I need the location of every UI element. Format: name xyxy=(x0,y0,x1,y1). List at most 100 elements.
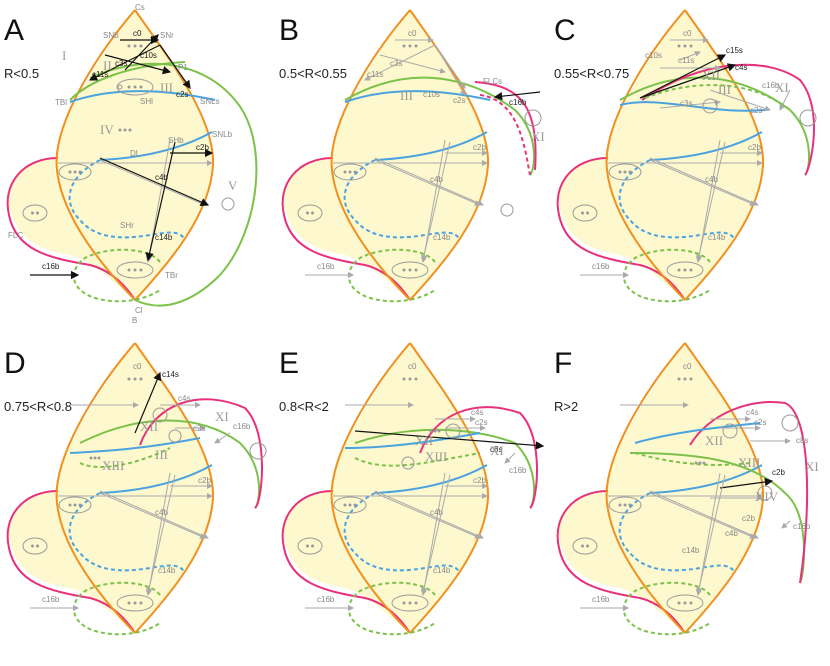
point-label-tbr: TBr xyxy=(165,271,178,280)
fixed-point-dot xyxy=(36,545,39,548)
panel-letter: D xyxy=(4,347,26,380)
fixed-point-dot xyxy=(79,171,82,174)
fixed-point-dot xyxy=(129,129,132,132)
point-label-shb: SHb xyxy=(168,136,184,145)
region-iii: III xyxy=(400,88,413,103)
region-xiii: XIII xyxy=(425,449,447,464)
c16b-label: c16b xyxy=(233,422,251,431)
region-xii: XII xyxy=(702,68,720,83)
c16b-label: c16b xyxy=(317,595,335,604)
c11s-label: c11s xyxy=(367,70,383,79)
point-label-shr: SHr xyxy=(120,221,134,230)
panel-a: A R<0.5 c0 c10s c3s c11s c2s c2b c4b c14b c16b Cs SN… xyxy=(4,3,256,325)
panel-letter: E xyxy=(279,347,299,380)
fixed-point-dot xyxy=(74,504,77,507)
fixed-point-dot xyxy=(140,86,143,89)
fixed-point-dot xyxy=(128,602,131,605)
c16b-arrow xyxy=(505,453,515,463)
fixed-point-dot xyxy=(134,602,137,605)
panel-letter: B xyxy=(279,14,299,47)
fixed-point-dot xyxy=(36,212,39,215)
c2b-label: c2b xyxy=(473,143,486,152)
range-label: 0.55<R<0.75 xyxy=(554,66,629,81)
c15s-label: c15s xyxy=(726,46,743,55)
c4s-label: c4s xyxy=(735,63,747,72)
c14b-label: c14b xyxy=(708,233,726,242)
fixed-point-dot xyxy=(678,602,681,605)
panel-e: E0.8<R<2c0c4sc2sc8sc16bc2bc4bc14bc16bXII… xyxy=(279,343,543,634)
fixed-point-dot xyxy=(79,504,82,507)
fixed-point-dot xyxy=(703,462,706,465)
region-xi: XI xyxy=(775,80,789,95)
fixed-point-dot xyxy=(678,45,681,48)
fill-region xyxy=(284,10,489,300)
panel-letter: C xyxy=(554,14,576,47)
fixed-point-dot xyxy=(140,45,143,48)
range-label: R>2 xyxy=(554,399,578,414)
fixed-point-dot xyxy=(690,378,693,381)
range-label: 0.75<R<0.8 xyxy=(4,399,72,414)
c2b-label: c2b xyxy=(772,468,785,477)
panel-c: C 0.55<R<0.75 c0 c10s c11s c15s c4s c3s c2s c16b c… xyxy=(554,10,816,301)
c14b-label: c14b xyxy=(155,233,173,242)
fixed-point-dot xyxy=(344,171,347,174)
fixed-point-dot xyxy=(415,602,418,605)
region-xiii: XIII xyxy=(738,455,760,470)
region-ii: II xyxy=(103,58,112,73)
point-label-snlb: SNLb xyxy=(212,130,233,139)
region-xi: XI xyxy=(531,129,545,144)
fixed-point-dot xyxy=(134,378,137,381)
cycle-circle xyxy=(250,443,266,459)
fixed-point-dot xyxy=(128,45,131,48)
fill-region xyxy=(284,343,489,633)
panel-d: D 0.75<R<0.8 c0 c14s c4s c2s c16b c2b c4b c14b c16… xyxy=(4,343,266,634)
c16b-label: c16b xyxy=(592,262,610,271)
fixed-point-dot xyxy=(409,602,412,605)
fixed-point-dot xyxy=(349,171,352,174)
point-label-tbl: TBl xyxy=(55,98,67,107)
fixed-point-dot xyxy=(354,171,357,174)
c14b-label: c14b xyxy=(433,233,451,242)
c14b-label: c14b xyxy=(158,566,176,575)
c14b-label: c14b xyxy=(433,566,451,575)
point-label-cs: Cs xyxy=(135,3,145,12)
c4s-label: c4s xyxy=(471,408,483,417)
fixed-point-dot xyxy=(409,269,412,272)
fixed-point-dot xyxy=(409,45,412,48)
fixed-point-dot xyxy=(624,171,627,174)
point-label-b: B xyxy=(132,316,137,325)
c10s-label: c10s xyxy=(140,51,157,60)
panel-letter: A xyxy=(4,14,24,47)
c0-label: c0 xyxy=(683,29,692,38)
c14s-label: c14s xyxy=(162,370,179,379)
point-label-flc: FLC xyxy=(8,231,23,240)
fill-region xyxy=(9,10,214,300)
c16b-arrow xyxy=(215,433,230,443)
fixed-point-dot xyxy=(684,269,687,272)
fixed-point-dot xyxy=(140,269,143,272)
fixed-point-dot xyxy=(415,269,418,272)
c2s-label: c2s xyxy=(176,90,188,99)
point-label-snr: SNr xyxy=(160,31,174,40)
fixed-point-dot xyxy=(629,504,632,507)
fixed-point-dot xyxy=(128,86,131,89)
fixed-point-dot xyxy=(98,457,101,460)
c10s-label: c10s xyxy=(645,51,662,60)
c0-label: c0 xyxy=(133,29,142,38)
fixed-point-dot xyxy=(684,45,687,48)
fixed-point-dot xyxy=(69,504,72,507)
point-label-dl: DL xyxy=(130,149,141,158)
c16b-label: c16b xyxy=(592,595,610,604)
region-iii: III xyxy=(155,447,168,462)
fill-region xyxy=(9,343,214,633)
fixed-point-dot xyxy=(403,602,406,605)
fixed-point-dot xyxy=(684,378,687,381)
region-xii: XII xyxy=(415,433,433,448)
fixed-point-dot xyxy=(581,545,584,548)
c16b-label: c16b xyxy=(42,262,60,271)
c2s-label: c2s xyxy=(193,424,205,433)
c2b-label: c2b xyxy=(196,143,209,152)
region-i: I xyxy=(62,48,66,63)
c2b-label: c2b xyxy=(198,476,211,485)
